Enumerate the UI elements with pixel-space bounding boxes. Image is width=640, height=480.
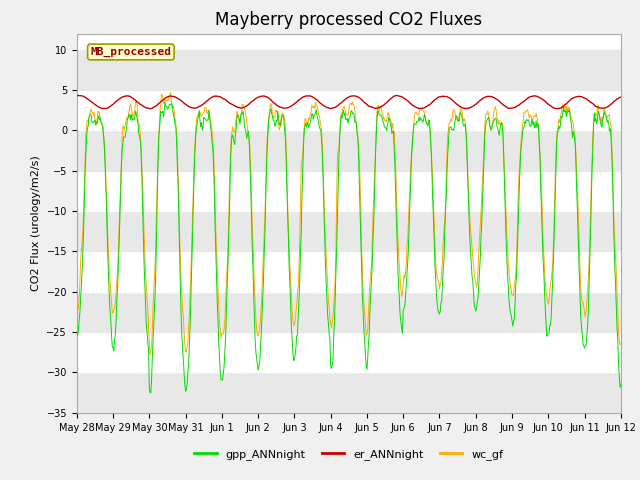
Bar (77, 211, 621, 252)
Y-axis label: CO2 Flux (urology/m2/s): CO2 Flux (urology/m2/s) (31, 156, 41, 291)
Bar (77, 90, 621, 131)
Text: MB_processed: MB_processed (90, 47, 172, 57)
Title: Mayberry processed CO2 Fluxes: Mayberry processed CO2 Fluxes (215, 11, 483, 29)
Legend: gpp_ANNnight, er_ANNnight, wc_gf: gpp_ANNnight, er_ANNnight, wc_gf (190, 444, 508, 464)
Bar (77, 292, 621, 332)
Bar (77, 332, 621, 372)
Bar (77, 372, 621, 413)
Bar (77, 50, 621, 90)
Bar (77, 252, 621, 292)
Bar (77, 131, 621, 171)
Bar (77, 171, 621, 211)
